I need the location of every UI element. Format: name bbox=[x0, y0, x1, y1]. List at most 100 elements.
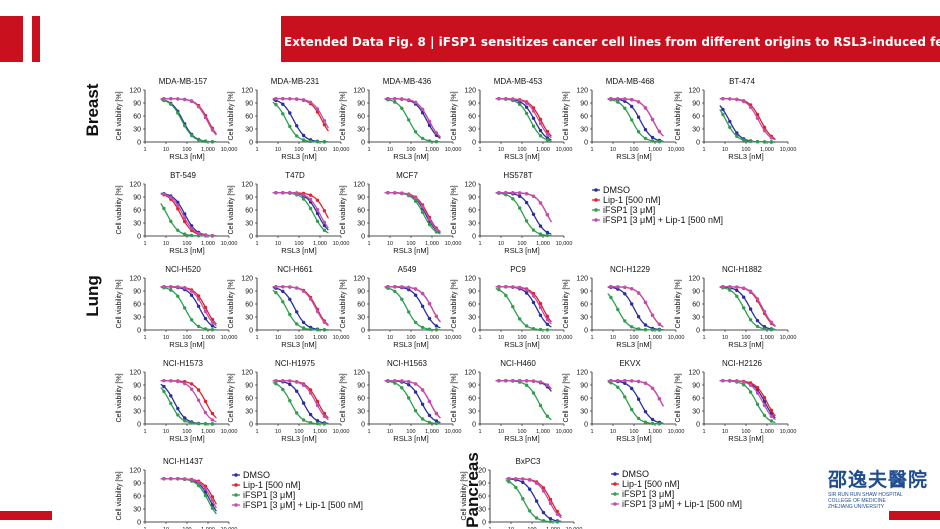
data-point bbox=[534, 499, 539, 503]
data-point bbox=[755, 297, 760, 301]
data-point bbox=[518, 206, 522, 210]
x-tick-label: 10 bbox=[163, 147, 169, 153]
data-point bbox=[762, 399, 767, 404]
y-axis-label: Cell viability [%] bbox=[228, 373, 235, 422]
data-point bbox=[623, 97, 627, 101]
curve-combo bbox=[272, 286, 329, 327]
y-tick-label: 90 bbox=[357, 195, 365, 202]
data-point bbox=[315, 211, 320, 216]
data-point bbox=[420, 107, 425, 112]
y-tick-label: 30 bbox=[245, 409, 253, 416]
data-point bbox=[616, 285, 620, 289]
data-point bbox=[386, 285, 390, 289]
data-point bbox=[742, 138, 746, 142]
x-tick-label: 100 bbox=[182, 429, 191, 435]
y-tick-label: 0 bbox=[137, 234, 141, 241]
data-point bbox=[393, 289, 397, 294]
curve-lip1 bbox=[719, 286, 776, 327]
panel-title: NCI-H2126 bbox=[722, 359, 763, 368]
x-tick-label: 1,000 bbox=[201, 335, 215, 341]
data-point bbox=[203, 410, 208, 415]
data-point bbox=[308, 391, 313, 395]
data-point bbox=[210, 140, 215, 144]
y-tick-label: 30 bbox=[580, 127, 588, 134]
y-tick-label: 60 bbox=[133, 114, 141, 121]
data-point bbox=[548, 497, 553, 502]
x-tick-label: 1,000 bbox=[546, 527, 560, 529]
data-point bbox=[169, 285, 173, 289]
curve-ifsp1 bbox=[384, 192, 441, 235]
curve-dmso bbox=[495, 98, 552, 141]
data-point bbox=[295, 322, 299, 326]
data-point bbox=[748, 307, 753, 311]
data-point bbox=[528, 478, 532, 482]
panel-title: NCI-H1563 bbox=[387, 359, 428, 368]
x-tick-label: 10 bbox=[387, 335, 393, 341]
y-tick-label: 60 bbox=[245, 114, 253, 121]
y-tick-label: 0 bbox=[137, 422, 141, 429]
x-tick-label: 1 bbox=[702, 335, 705, 341]
data-point bbox=[407, 396, 411, 400]
y-axis-label: Cell viability [%] bbox=[116, 91, 123, 140]
y-axis-label: Cell viability [%] bbox=[228, 185, 235, 234]
x-tick-label: 100 bbox=[741, 147, 750, 153]
y-tick-label: 120 bbox=[353, 370, 365, 377]
y-tick-label: 30 bbox=[357, 127, 365, 134]
y-tick-label: 120 bbox=[129, 370, 141, 377]
data-point bbox=[616, 307, 620, 312]
data-point bbox=[308, 193, 313, 197]
x-tick-label: 10,000 bbox=[556, 429, 573, 435]
data-point bbox=[322, 123, 327, 127]
curve-ifsp1 bbox=[272, 192, 329, 234]
y-axis-label: Cell viability [%] bbox=[116, 185, 123, 234]
x-tick-label: 10 bbox=[163, 527, 169, 529]
y-tick-label: 0 bbox=[361, 422, 365, 429]
data-point bbox=[308, 197, 313, 202]
data-point bbox=[196, 304, 201, 308]
data-point bbox=[301, 383, 306, 387]
x-tick-label: 10,000 bbox=[445, 147, 462, 153]
y-tick-label: 90 bbox=[245, 383, 253, 390]
x-tick-label: 10,000 bbox=[221, 241, 238, 247]
y-tick-label: 0 bbox=[249, 328, 253, 335]
y-tick-label: 0 bbox=[472, 422, 476, 429]
data-point bbox=[295, 380, 299, 384]
x-tick-label: 100 bbox=[406, 335, 415, 341]
data-point bbox=[407, 285, 411, 290]
y-tick-label: 30 bbox=[580, 315, 588, 322]
y-tick-label: 60 bbox=[357, 114, 365, 121]
x-tick-label: 10 bbox=[610, 147, 616, 153]
y-tick-label: 120 bbox=[353, 182, 365, 189]
data-point bbox=[545, 322, 550, 326]
x-tick-label: 1,000 bbox=[648, 335, 662, 341]
x-tick-label: 1 bbox=[143, 241, 146, 247]
data-point bbox=[274, 102, 278, 107]
data-point bbox=[434, 230, 439, 234]
data-point bbox=[427, 399, 432, 404]
data-point bbox=[162, 384, 166, 389]
data-point bbox=[504, 97, 508, 101]
data-point bbox=[203, 115, 208, 120]
x-axis-label: RSL3 [nM] bbox=[281, 340, 316, 349]
data-point bbox=[315, 419, 320, 423]
y-tick-label: 60 bbox=[245, 302, 253, 309]
legend-marker-pancreas bbox=[613, 492, 617, 496]
data-point bbox=[210, 503, 215, 507]
data-point bbox=[434, 131, 439, 135]
data-point bbox=[643, 128, 648, 132]
data-point bbox=[735, 288, 739, 293]
data-point bbox=[183, 232, 187, 236]
data-point bbox=[769, 328, 774, 332]
x-tick-label: 10,000 bbox=[556, 335, 573, 341]
data-point bbox=[301, 197, 306, 201]
x-tick-label: 1,000 bbox=[648, 147, 662, 153]
y-tick-label: 30 bbox=[468, 221, 476, 228]
logo-english-line-1: SIR RUN RUN SHAW HOSPITAL bbox=[828, 492, 903, 498]
data-point bbox=[407, 383, 411, 387]
data-point bbox=[427, 301, 432, 306]
data-point bbox=[630, 302, 634, 306]
y-tick-label: 0 bbox=[584, 422, 588, 429]
data-point bbox=[288, 399, 292, 403]
x-axis-label: RSL3 [nM] bbox=[393, 246, 428, 255]
